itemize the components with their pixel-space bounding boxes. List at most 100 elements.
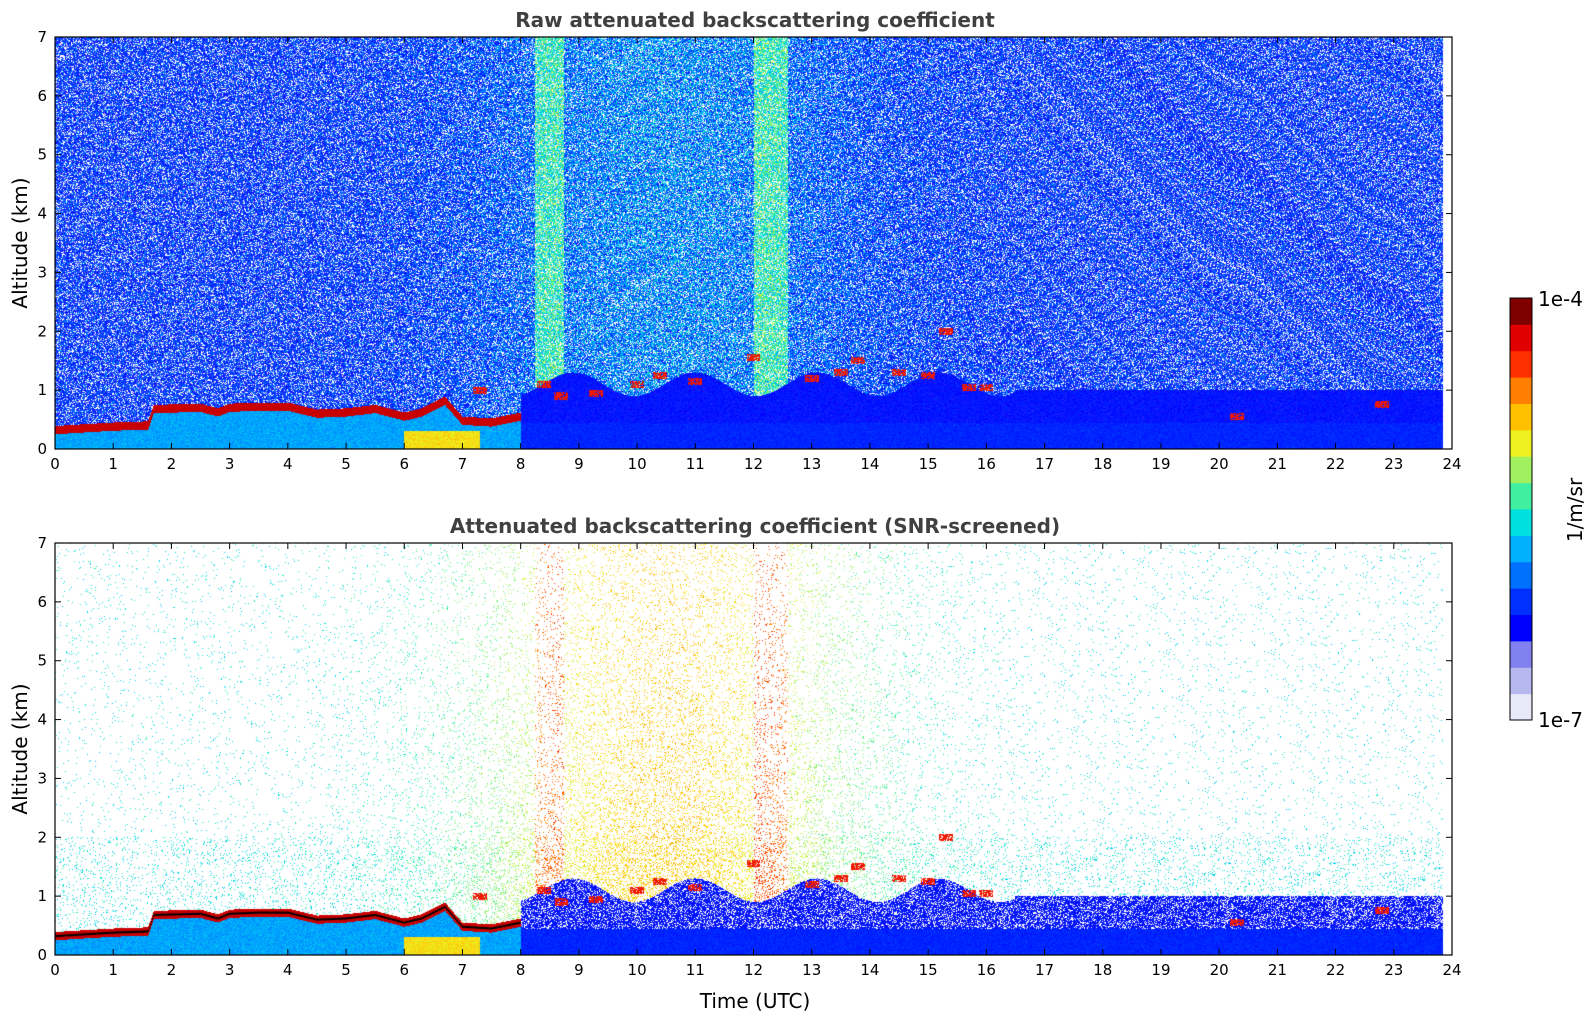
colorbar-swatch bbox=[1510, 377, 1532, 404]
x-tick-label: 22 bbox=[1326, 455, 1345, 473]
x-axis: 0 1 2 3 4 5 6 7 8 9 10 11 12 13 14 15 16 17 18 19 20 21 22 23 24 bbox=[50, 543, 1462, 979]
x-axis-label: Time (UTC) bbox=[699, 989, 811, 1013]
x-tick-label: 8 bbox=[516, 961, 526, 979]
x-tick-label: 12 bbox=[744, 961, 763, 979]
x-tick-label: 15 bbox=[919, 961, 938, 979]
y-tick-label: 1 bbox=[37, 887, 47, 905]
y-tick-label: 7 bbox=[37, 28, 47, 46]
panel-raw: Raw attenuated backscattering coefficien… bbox=[8, 8, 1462, 473]
y-tick-label: 5 bbox=[37, 146, 47, 164]
x-tick-label: 24 bbox=[1442, 455, 1461, 473]
x-tick-label: 2 bbox=[167, 961, 177, 979]
x-tick-label: 19 bbox=[1151, 961, 1170, 979]
x-tick-label: 14 bbox=[860, 455, 879, 473]
colorbar-max-label: 1e-4 bbox=[1538, 287, 1583, 311]
colorbar-swatch bbox=[1510, 667, 1532, 695]
y-tick-label: 2 bbox=[37, 322, 47, 340]
y-axis: 0 1 2 3 4 5 6 7 bbox=[37, 534, 1452, 964]
colorbar-unit-label: 1/m/sr bbox=[1563, 477, 1587, 542]
colorbar-frame bbox=[1509, 297, 1533, 721]
x-tick-label: 6 bbox=[399, 455, 409, 473]
x-tick-label: 0 bbox=[50, 455, 60, 473]
x-tick-label: 14 bbox=[860, 961, 879, 979]
x-tick-label: 21 bbox=[1268, 961, 1287, 979]
colorbar-swatch bbox=[1510, 482, 1532, 510]
x-tick-label: 0 bbox=[50, 961, 60, 979]
y-tick-label: 3 bbox=[37, 769, 47, 787]
x-tick-label: 6 bbox=[399, 961, 409, 979]
y-tick-label: 4 bbox=[37, 205, 47, 223]
x-tick-label: 20 bbox=[1210, 455, 1229, 473]
x-tick-label: 18 bbox=[1093, 961, 1112, 979]
colorbar-gradient bbox=[1510, 298, 1532, 721]
x-tick-label: 20 bbox=[1210, 961, 1229, 979]
x-tick-label: 17 bbox=[1035, 455, 1054, 473]
y-tick-label: 1 bbox=[37, 381, 47, 399]
x-tick-label: 1 bbox=[108, 961, 118, 979]
x-tick-label: 5 bbox=[341, 455, 351, 473]
x-tick-label: 9 bbox=[574, 455, 584, 473]
colorbar: 1e-4 1e-7 1/m/sr bbox=[1509, 287, 1587, 732]
x-axis: 0 1 2 3 4 5 6 7 8 9 10 11 12 13 14 15 16 17 18 19 20 21 22 23 24 bbox=[50, 37, 1462, 473]
colorbar-swatch bbox=[1510, 324, 1532, 352]
colorbar-swatch bbox=[1510, 640, 1532, 668]
x-tick-label: 3 bbox=[225, 455, 235, 473]
y-tick-label: 6 bbox=[37, 593, 47, 611]
x-tick-label: 8 bbox=[516, 455, 526, 473]
x-tick-label: 11 bbox=[686, 455, 705, 473]
y-tick-label: 0 bbox=[37, 440, 47, 458]
x-tick-label: 13 bbox=[802, 961, 821, 979]
colorbar-swatch bbox=[1510, 561, 1532, 589]
heatmap-raster bbox=[55, 37, 1452, 449]
panel-title: Attenuated backscattering coefficient (S… bbox=[450, 514, 1060, 538]
x-tick-label: 19 bbox=[1151, 455, 1170, 473]
x-tick-label: 10 bbox=[628, 455, 647, 473]
colorbar-swatch bbox=[1510, 429, 1532, 457]
y-tick-label: 4 bbox=[37, 711, 47, 729]
y-tick-label: 7 bbox=[37, 534, 47, 552]
x-tick-label: 16 bbox=[977, 961, 996, 979]
y-tick-label: 0 bbox=[37, 946, 47, 964]
x-tick-label: 22 bbox=[1326, 961, 1345, 979]
colorbar-swatch bbox=[1510, 693, 1532, 721]
x-tick-label: 15 bbox=[919, 455, 938, 473]
x-tick-label: 4 bbox=[283, 455, 293, 473]
x-tick-label: 16 bbox=[977, 455, 996, 473]
x-tick-label: 12 bbox=[744, 455, 763, 473]
colorbar-swatch bbox=[1510, 614, 1532, 642]
x-tick-label: 3 bbox=[225, 961, 235, 979]
x-tick-label: 9 bbox=[574, 961, 584, 979]
y-tick-label: 5 bbox=[37, 652, 47, 670]
x-tick-label: 18 bbox=[1093, 455, 1112, 473]
x-tick-label: 23 bbox=[1384, 961, 1403, 979]
colorbar-swatch bbox=[1510, 509, 1532, 536]
colorbar-swatch bbox=[1510, 535, 1532, 563]
panel-screened: Attenuated backscattering coefficient (S… bbox=[8, 514, 1462, 1013]
x-tick-label: 24 bbox=[1442, 961, 1461, 979]
colorbar-swatch bbox=[1510, 403, 1532, 431]
y-axis-label: Altitude (km) bbox=[8, 177, 32, 308]
colorbar-min-label: 1e-7 bbox=[1538, 708, 1583, 732]
x-tick-label: 1 bbox=[108, 455, 118, 473]
x-tick-label: 2 bbox=[167, 455, 177, 473]
x-tick-label: 17 bbox=[1035, 961, 1054, 979]
colorbar-swatch bbox=[1510, 350, 1532, 378]
x-tick-label: 13 bbox=[802, 455, 821, 473]
colorbar-swatch bbox=[1510, 298, 1532, 325]
x-tick-label: 21 bbox=[1268, 455, 1287, 473]
x-tick-label: 5 bbox=[341, 961, 351, 979]
colorbar-swatch bbox=[1510, 456, 1532, 484]
panel-title: Raw attenuated backscattering coefficien… bbox=[515, 8, 995, 32]
x-tick-label: 7 bbox=[458, 961, 468, 979]
y-axis-label: Altitude (km) bbox=[8, 683, 32, 814]
x-tick-label: 10 bbox=[628, 961, 647, 979]
y-tick-label: 3 bbox=[37, 263, 47, 281]
x-tick-label: 7 bbox=[458, 455, 468, 473]
heatmap-raster bbox=[55, 543, 1452, 955]
y-tick-label: 6 bbox=[37, 87, 47, 105]
colorbar-swatch bbox=[1510, 588, 1532, 615]
x-tick-label: 11 bbox=[686, 961, 705, 979]
x-tick-label: 4 bbox=[283, 961, 293, 979]
x-tick-label: 23 bbox=[1384, 455, 1403, 473]
